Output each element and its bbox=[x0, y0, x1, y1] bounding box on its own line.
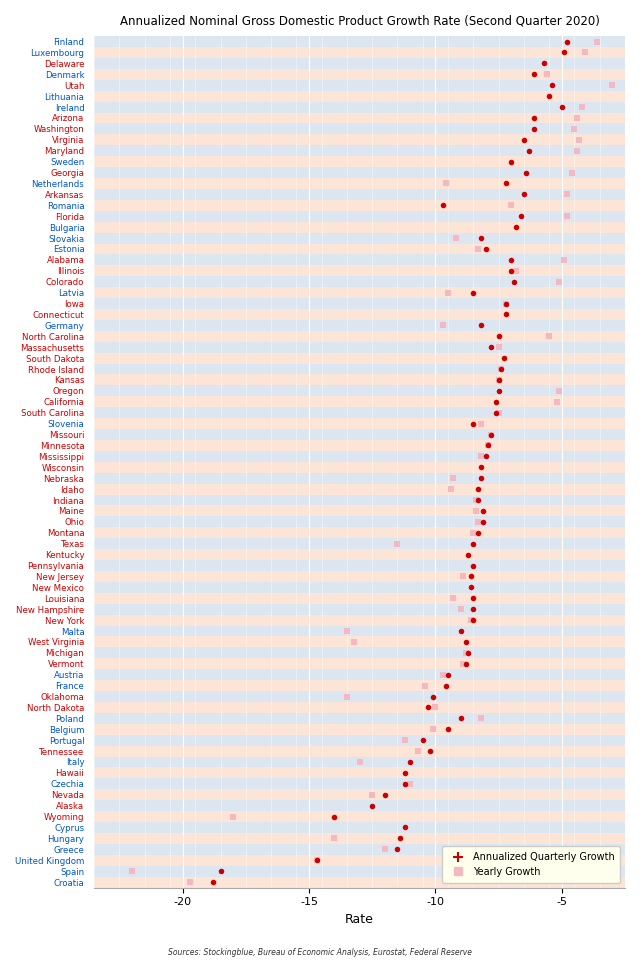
Bar bbox=[94, 626, 625, 636]
Bar bbox=[94, 451, 625, 462]
Bar bbox=[94, 244, 625, 254]
Bar bbox=[94, 854, 625, 866]
Bar bbox=[94, 472, 625, 484]
Bar bbox=[94, 299, 625, 309]
Bar bbox=[94, 647, 625, 659]
Bar bbox=[94, 866, 625, 876]
Bar bbox=[94, 680, 625, 691]
Title: Annualized Nominal Gross Domestic Product Growth Rate (Second Quarter 2020): Annualized Nominal Gross Domestic Produc… bbox=[120, 15, 600, 28]
Bar bbox=[94, 178, 625, 189]
Bar bbox=[94, 309, 625, 320]
Bar bbox=[94, 254, 625, 265]
Bar bbox=[94, 636, 625, 647]
Bar bbox=[94, 549, 625, 560]
Bar bbox=[94, 539, 625, 549]
Bar bbox=[94, 691, 625, 702]
Bar bbox=[94, 145, 625, 156]
Bar bbox=[94, 167, 625, 178]
Bar bbox=[94, 200, 625, 211]
Bar bbox=[94, 659, 625, 669]
Bar bbox=[94, 287, 625, 299]
Bar bbox=[94, 47, 625, 58]
Bar bbox=[94, 331, 625, 342]
Bar bbox=[94, 419, 625, 429]
Legend: Annualized Quarterly Growth, Yearly Growth: Annualized Quarterly Growth, Yearly Grow… bbox=[442, 846, 620, 882]
Bar bbox=[94, 189, 625, 200]
Bar bbox=[94, 396, 625, 407]
Text: Sources: Stockingblue, Bureau of Economic Analysis, Eurostat, Federal Reserve: Sources: Stockingblue, Bureau of Economi… bbox=[168, 948, 472, 957]
Bar bbox=[94, 713, 625, 724]
Bar bbox=[94, 69, 625, 80]
Bar bbox=[94, 779, 625, 789]
Bar bbox=[94, 560, 625, 571]
Bar bbox=[94, 593, 625, 604]
Bar bbox=[94, 844, 625, 854]
Bar bbox=[94, 352, 625, 364]
Bar bbox=[94, 669, 625, 680]
Bar bbox=[94, 724, 625, 734]
Bar bbox=[94, 156, 625, 167]
Bar bbox=[94, 462, 625, 472]
Bar bbox=[94, 801, 625, 811]
Bar bbox=[94, 746, 625, 756]
Bar bbox=[94, 407, 625, 419]
Bar bbox=[94, 571, 625, 582]
Bar bbox=[94, 385, 625, 396]
Bar bbox=[94, 265, 625, 276]
Bar bbox=[94, 429, 625, 440]
X-axis label: Rate: Rate bbox=[345, 913, 374, 925]
Bar bbox=[94, 702, 625, 713]
Bar bbox=[94, 102, 625, 112]
Bar bbox=[94, 604, 625, 614]
Bar bbox=[94, 342, 625, 352]
Bar bbox=[94, 484, 625, 494]
Bar bbox=[94, 734, 625, 746]
Bar bbox=[94, 364, 625, 374]
Bar bbox=[94, 506, 625, 516]
Bar bbox=[94, 80, 625, 90]
Bar bbox=[94, 36, 625, 47]
Bar bbox=[94, 90, 625, 102]
Bar bbox=[94, 789, 625, 801]
Bar bbox=[94, 833, 625, 844]
Bar bbox=[94, 211, 625, 222]
Bar bbox=[94, 374, 625, 385]
Bar bbox=[94, 811, 625, 822]
Bar bbox=[94, 440, 625, 451]
Bar bbox=[94, 58, 625, 69]
Bar bbox=[94, 582, 625, 593]
Bar bbox=[94, 614, 625, 626]
Bar bbox=[94, 516, 625, 527]
Bar bbox=[94, 876, 625, 888]
Bar bbox=[94, 222, 625, 232]
Bar bbox=[94, 767, 625, 779]
Bar bbox=[94, 320, 625, 331]
Bar bbox=[94, 112, 625, 124]
Bar bbox=[94, 494, 625, 506]
Bar bbox=[94, 134, 625, 145]
Bar bbox=[94, 822, 625, 833]
Bar bbox=[94, 232, 625, 244]
Bar bbox=[94, 276, 625, 287]
Bar bbox=[94, 124, 625, 134]
Bar bbox=[94, 527, 625, 539]
Bar bbox=[94, 756, 625, 767]
